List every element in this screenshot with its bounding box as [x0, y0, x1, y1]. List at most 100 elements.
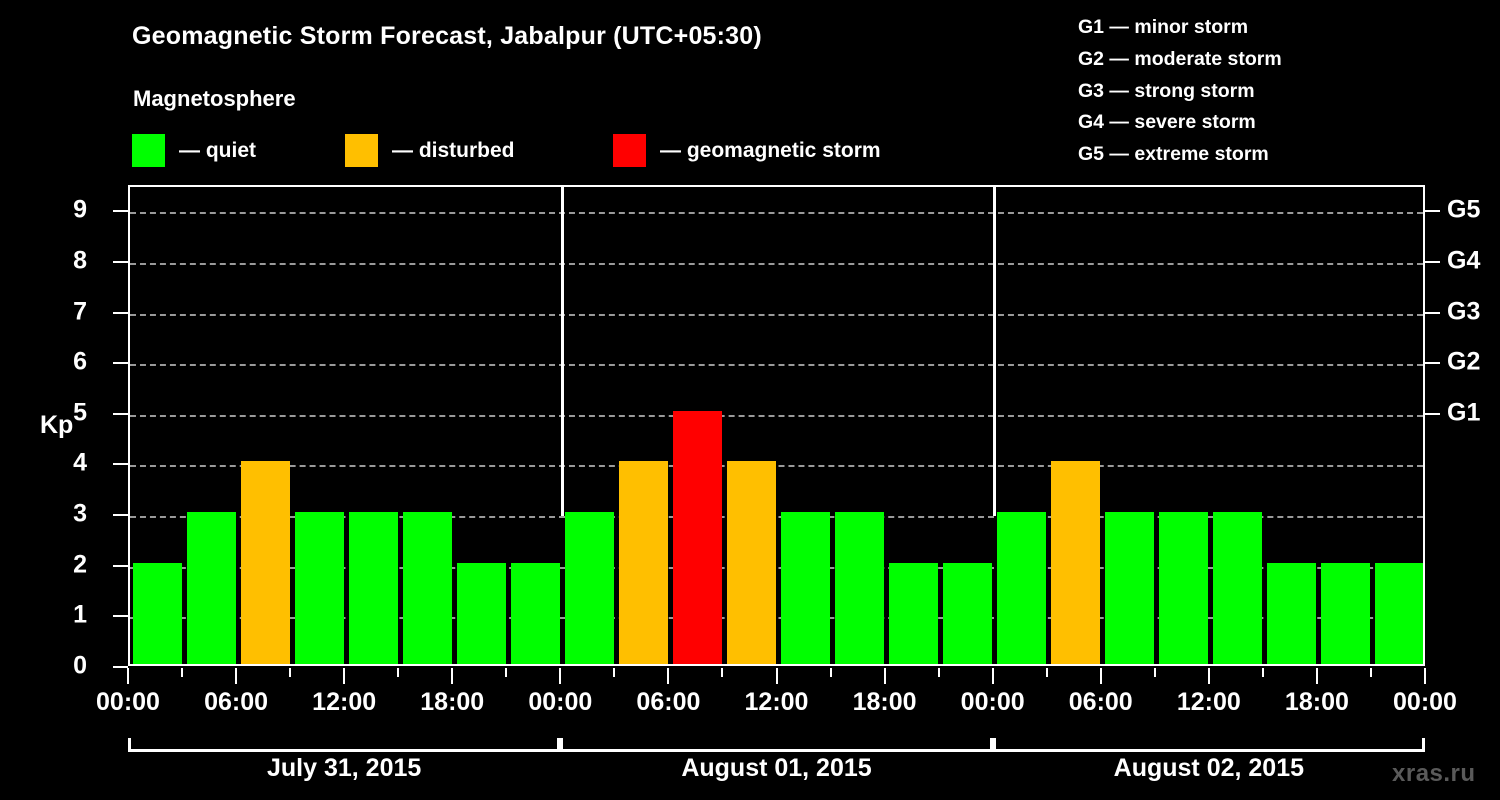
x-tick-mark: [451, 668, 454, 684]
g-tick-mark: [1425, 210, 1440, 213]
x-tick-label: 06:00: [1068, 688, 1133, 716]
y-tick-mark: [113, 362, 128, 365]
y-tick-label-0: 0: [73, 651, 87, 680]
storm-scale-text: — minor storm: [1104, 16, 1249, 38]
legend-item-quiet: — quiet: [132, 133, 256, 167]
storm-scale-row-g3: G3 — strong storm: [1078, 76, 1282, 108]
x-tick-mark: [559, 668, 562, 684]
x-tick-label: 18:00: [420, 688, 485, 716]
storm-scale-row-g2: G2 — moderate storm: [1078, 44, 1282, 76]
storm-scale-row-g4: G4 — severe storm: [1078, 107, 1282, 139]
day-separator: [560, 187, 564, 517]
bar-kp: [835, 512, 885, 664]
y-tick-label-5: 5: [73, 398, 87, 427]
g-tick-mark: [1425, 260, 1440, 263]
x-tick-mark: [613, 668, 616, 677]
watermark: xras.ru: [1392, 760, 1476, 787]
x-tick-mark: [235, 668, 238, 684]
g-axis-label-g2: G2: [1447, 347, 1481, 376]
x-tick-label: 18:00: [1284, 688, 1349, 716]
gridline-kp-3: [130, 516, 1423, 519]
bar-kp: [618, 461, 668, 664]
storm-scale-row-g5: G5 — extreme storm: [1078, 139, 1282, 171]
y-tick-mark: [113, 260, 128, 263]
bar-kp: [672, 410, 722, 664]
x-tick-mark: [289, 668, 292, 677]
y-axis-title: Kp: [40, 411, 74, 439]
g-tick-mark: [1425, 362, 1440, 365]
x-tick-mark: [1315, 668, 1318, 684]
day-bracket: [992, 738, 1425, 752]
g-axis-label-g1: G1: [1447, 398, 1481, 427]
y-tick-mark: [113, 463, 128, 466]
bar-kp: [402, 512, 452, 664]
x-tick-label: 18:00: [852, 688, 917, 716]
storm-scale-code: G4: [1078, 111, 1105, 134]
day-label: August 02, 2015: [1113, 754, 1305, 782]
day-bracket: [560, 738, 993, 752]
x-tick-mark: [1424, 668, 1426, 684]
x-tick-label: 00:00: [1393, 688, 1457, 716]
y-tick-label-1: 1: [73, 600, 87, 629]
x-tick-mark: [883, 668, 886, 684]
y-tick-mark: [113, 210, 128, 213]
storm-scale-legend: G1 — minor storm G2 — moderate storm G3 — …: [1078, 12, 1282, 171]
g-axis-label-g4: G4: [1447, 246, 1481, 275]
y-tick-mark: [113, 615, 128, 618]
x-tick-label: 12:00: [1176, 688, 1241, 716]
g-tick-mark: [1425, 412, 1440, 415]
gridline-kp-6: [130, 364, 1423, 367]
bar-kp: [294, 512, 344, 664]
bar-kp: [348, 512, 398, 664]
legend-heading: Magnetosphere: [133, 86, 296, 111]
day-bracket: [128, 738, 561, 752]
storm-scale-code: G3: [1078, 79, 1105, 102]
x-tick-label: 00:00: [960, 688, 1025, 716]
bar-kp: [943, 562, 993, 664]
y-tick-mark: [113, 311, 128, 314]
day-separator: [993, 187, 997, 517]
g-tick-mark: [1425, 311, 1440, 314]
y-tick-mark: [113, 564, 128, 567]
bar-kp: [132, 562, 182, 664]
bar-kp: [1267, 562, 1317, 664]
y-tick-label-7: 7: [73, 297, 87, 326]
x-tick-label: 00:00: [528, 688, 593, 716]
y-tick-label-6: 6: [73, 347, 87, 376]
y-tick-label-4: 4: [73, 448, 87, 477]
y-tick-label-9: 9: [73, 195, 87, 224]
bar-kp: [456, 562, 506, 664]
storm-scale-code: G5: [1078, 143, 1105, 166]
storm-scale-row-g1: G1 — minor storm: [1078, 12, 1282, 44]
x-tick-mark: [775, 668, 778, 684]
legend-label-geomagnetic-storm: — geomagnetic storm: [660, 139, 881, 162]
storm-scale-text: — extreme storm: [1104, 143, 1269, 166]
x-tick-mark: [1153, 668, 1156, 677]
bar-kp: [564, 512, 614, 664]
x-tick-mark: [127, 668, 129, 684]
y-tick-mark: [113, 412, 128, 415]
bar-kp: [510, 562, 560, 664]
x-tick-label: 12:00: [744, 688, 809, 716]
x-tick-mark: [397, 668, 400, 677]
gridline-kp-9: [130, 212, 1423, 215]
bar-kp: [1051, 461, 1101, 664]
x-tick-label: 12:00: [312, 688, 377, 716]
bar-kp: [726, 461, 776, 664]
bar-kp: [240, 461, 290, 664]
legend-item-disturbed: — disturbed: [345, 133, 515, 167]
page-title: Geomagnetic Storm Forecast, Jabalpur (UT…: [132, 22, 762, 50]
x-tick-mark: [181, 668, 184, 677]
x-tick-mark: [829, 668, 832, 677]
x-tick-mark: [991, 668, 994, 684]
x-tick-label: 06:00: [204, 688, 269, 716]
x-tick-mark: [721, 668, 724, 677]
x-tick-mark: [343, 668, 346, 684]
g-axis-label-g3: G3: [1447, 297, 1481, 326]
g-axis-label-g5: G5: [1447, 195, 1481, 224]
y-tick-label-8: 8: [73, 246, 87, 275]
legend-swatch-geomagnetic-storm: [613, 133, 646, 167]
x-tick-mark: [1207, 668, 1210, 684]
storm-scale-text: — strong storm: [1104, 79, 1255, 102]
gridline-kp-1: [130, 617, 1423, 620]
